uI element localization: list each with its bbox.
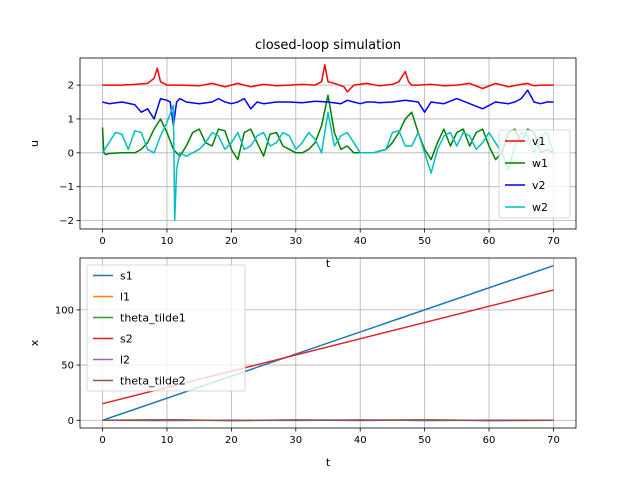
x-axis-label: t <box>326 456 331 469</box>
legend-label-s1: s1 <box>120 270 133 283</box>
x-tick-label: 60 <box>483 236 496 247</box>
y-tick-label: −1 <box>59 182 74 193</box>
y-tick-label: 2 <box>68 81 74 92</box>
x-tick-label: 10 <box>161 435 174 446</box>
legend: v1 w1 v2 w2 <box>498 129 571 219</box>
series-line-w2 <box>101 104 555 222</box>
legend-label-l1: l1 <box>120 291 130 304</box>
x-tick-label: 30 <box>289 236 302 247</box>
series-line-v1 <box>102 64 554 93</box>
legend-box <box>86 264 246 392</box>
series-line-s1 <box>102 264 554 422</box>
x-axis-label: t <box>326 257 331 270</box>
y-axis-label: u <box>28 140 41 147</box>
x-tick-label: 50 <box>418 435 431 446</box>
axes-frame <box>79 257 577 429</box>
x-tick-label: 20 <box>225 236 238 247</box>
y-tick-label: 50 <box>61 361 74 372</box>
x-tick-label: 70 <box>547 236 560 247</box>
legend-label-s2: s2 <box>120 333 133 346</box>
axes-frame <box>79 57 577 230</box>
x-tick-label: 0 <box>99 236 105 247</box>
legend-label-v2: v2 <box>532 179 546 192</box>
legend-label-v1: v1 <box>532 135 546 148</box>
chart-title: closed-loop simulation <box>255 38 401 53</box>
bottom-axes: 0 10 20 30 40 50 60 70050100txs1l1theta_tilde1s… <box>28 257 577 469</box>
y-axis-label: x <box>28 339 41 346</box>
series-line-theta_tilde2 <box>102 419 554 422</box>
x-tick-label: 60 <box>483 435 496 446</box>
legend-label-theta_tilde1: theta_tilde1 <box>120 312 186 325</box>
y-tick-label: 1 <box>68 114 74 125</box>
x-tick-label: 20 <box>225 435 238 446</box>
y-tick-label: −2 <box>59 216 74 227</box>
legend: s1 l1 theta_tilde1 s2 l2 theta_tilde2 <box>86 264 246 392</box>
legend-label-theta_tilde2: theta_tilde2 <box>120 375 186 388</box>
legend-label-w1: w1 <box>532 157 548 170</box>
series-line-v2 <box>102 89 554 127</box>
series-line-w1 <box>101 94 554 161</box>
x-tick-label: 0 <box>99 435 105 446</box>
legend-label-w2: w2 <box>532 201 548 214</box>
top-axes: 0 10 20 30 40 50 60 70 −2 −1 0 1 2 t u v1 w1 v2 w2 <box>28 57 577 270</box>
x-tick-label: 70 <box>547 435 560 446</box>
y-tick-label: 0 <box>68 148 74 159</box>
legend-box <box>498 129 571 219</box>
x-tick-label: 40 <box>354 435 367 446</box>
x-tick-label: 50 <box>418 236 431 247</box>
x-tick-label: 40 <box>354 236 367 247</box>
legend-label-l2: l2 <box>120 354 130 367</box>
x-tick-label: 10 <box>161 236 174 247</box>
y-tick-label: 100 <box>55 305 74 316</box>
y-tick-label: 0 <box>68 416 74 427</box>
x-tick-label: 30 <box>289 435 302 446</box>
